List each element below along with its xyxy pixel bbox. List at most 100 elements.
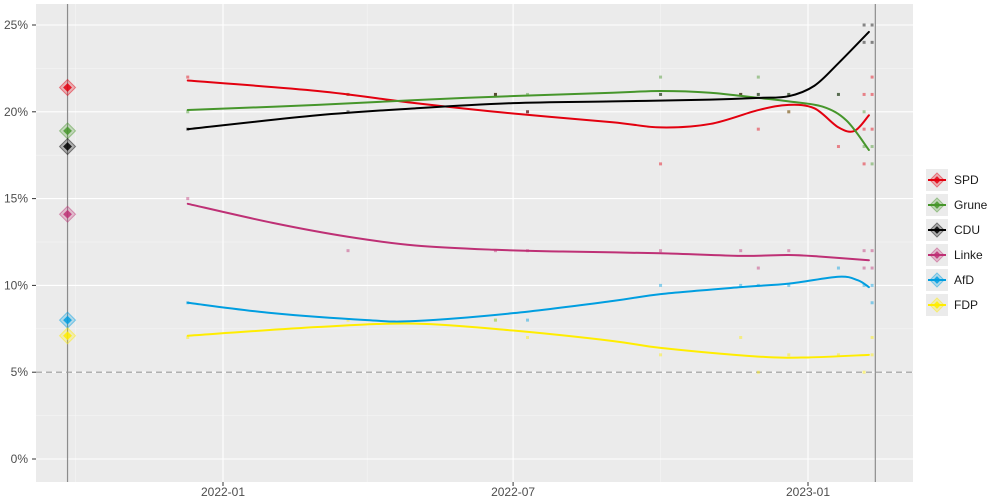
previous-result-grune-inner: [63, 126, 72, 136]
poll-point-grune: [870, 145, 874, 149]
legend-label-afd: AfD: [954, 273, 974, 287]
previous-result-linke: [58, 205, 77, 223]
legend-key-marker-afd-inner: [933, 276, 941, 284]
poll-point-afd: [862, 283, 866, 287]
poll-point-grune: [862, 145, 866, 149]
legend-key-marker-fdp: [929, 297, 945, 313]
poll-point-fdp: [526, 335, 530, 339]
previous-result-cdu: [58, 137, 77, 156]
legend-key-marker-cdu-inner: [933, 226, 941, 234]
poll-point-grune: [493, 92, 497, 96]
legend-label-fdp: FDP: [954, 298, 978, 312]
poll-point-grune: [739, 92, 743, 96]
poll-point-linke: [756, 266, 760, 270]
legend-label-spd: SPD: [954, 173, 979, 187]
poll-point-fdp: [346, 318, 350, 322]
poll-point-afd: [493, 318, 497, 322]
poll-point-afd: [787, 283, 791, 287]
previous-result-linke-inner: [63, 209, 72, 219]
legend-key-marker-fdp-inner: [933, 301, 941, 309]
poll-point-afd: [870, 301, 874, 305]
poll-point-spd: [186, 75, 190, 79]
legend-key-marker-linke-inner: [933, 251, 941, 259]
poll-point-linke: [862, 266, 866, 270]
trend-line-fdp: [186, 322, 870, 359]
poll-point-spd: [739, 92, 743, 96]
poll-point-cdu: [756, 92, 760, 96]
x-tick-label: 2022-01: [201, 485, 245, 499]
trend-line-grune: [186, 89, 870, 151]
previous-result-fdp-inner: [63, 331, 72, 341]
legend-key-marker-afd: [929, 272, 945, 288]
poll-point-cdu: [526, 110, 530, 114]
poll-point-linke: [346, 249, 350, 253]
poll-point-grune: [836, 92, 840, 96]
poll-point-grune: [659, 75, 663, 79]
poll-point-fdp: [787, 353, 791, 357]
poll-point-spd: [756, 127, 760, 131]
poll-point-fdp: [739, 335, 743, 339]
poll-point-spd: [659, 162, 663, 166]
poll-point-cdu: [739, 92, 743, 96]
legend-key-marker-cdu: [929, 222, 945, 238]
poll-point-cdu: [659, 92, 663, 96]
poll-point-grune: [186, 110, 190, 114]
trend-line-spd: [186, 79, 870, 133]
previous-result-afd: [58, 311, 77, 329]
poll-point-cdu: [787, 92, 791, 96]
poll-point-afd: [526, 318, 530, 322]
poll-point-fdp: [870, 353, 874, 357]
poll-point-cdu: [862, 40, 866, 44]
poll-point-spd: [870, 92, 874, 96]
poll-point-linke: [186, 197, 190, 201]
poll-point-spd: [862, 127, 866, 131]
x-tick-label: 2022-07: [491, 485, 535, 499]
trend-line-cdu: [186, 30, 870, 131]
poll-point-spd: [836, 145, 840, 149]
legend-key-marker-spd-inner: [933, 176, 941, 184]
poll-point-linke: [870, 249, 874, 253]
poll-point-spd: [870, 127, 874, 131]
poll-point-fdp: [186, 335, 190, 339]
poll-point-spd: [787, 110, 791, 114]
poll-point-spd: [862, 162, 866, 166]
poll-point-spd: [870, 75, 874, 79]
poll-point-cdu: [870, 23, 874, 27]
y-tick-label: 20%: [4, 105, 28, 119]
legend-key-marker-grune: [929, 197, 945, 213]
previous-result-afd-inner: [63, 315, 72, 325]
poll-point-cdu: [493, 92, 497, 96]
poll-point-grune: [787, 110, 791, 114]
poll-point-grune: [787, 92, 791, 96]
legend-key-marker-linke: [929, 247, 945, 263]
poll-point-fdp: [493, 318, 497, 322]
poll-point-grune: [870, 162, 874, 166]
trend-line-afd: [186, 275, 870, 323]
previous-result-spd: [58, 78, 77, 97]
poll-point-fdp: [756, 370, 760, 374]
poll-point-fdp: [862, 370, 866, 374]
poll-point-spd: [493, 92, 497, 96]
poll-point-grune: [862, 110, 866, 114]
previous-result-spd-inner: [63, 83, 72, 92]
poll-point-grune: [526, 92, 530, 96]
legend-label-grune: Grune: [954, 198, 988, 212]
legend-label-cdu: CDU: [954, 223, 980, 237]
poll-point-cdu: [836, 92, 840, 96]
previous-result-fdp: [58, 327, 77, 345]
legend-label-linke: Linke: [954, 248, 983, 262]
legend-key-marker-spd: [929, 172, 945, 188]
poll-point-linke: [787, 249, 791, 253]
poll-point-linke: [870, 266, 874, 270]
poll-point-fdp: [870, 335, 874, 339]
trend-line-linke: [186, 202, 870, 262]
poll-point-afd: [659, 283, 663, 287]
poll-point-cdu: [870, 40, 874, 44]
y-tick-label: 10%: [4, 278, 28, 292]
y-tick-label: 5%: [11, 365, 29, 379]
poll-point-spd: [526, 110, 530, 114]
previous-result-grune: [58, 122, 77, 140]
y-tick-label: 0%: [11, 452, 29, 466]
poll-point-cdu: [862, 23, 866, 27]
